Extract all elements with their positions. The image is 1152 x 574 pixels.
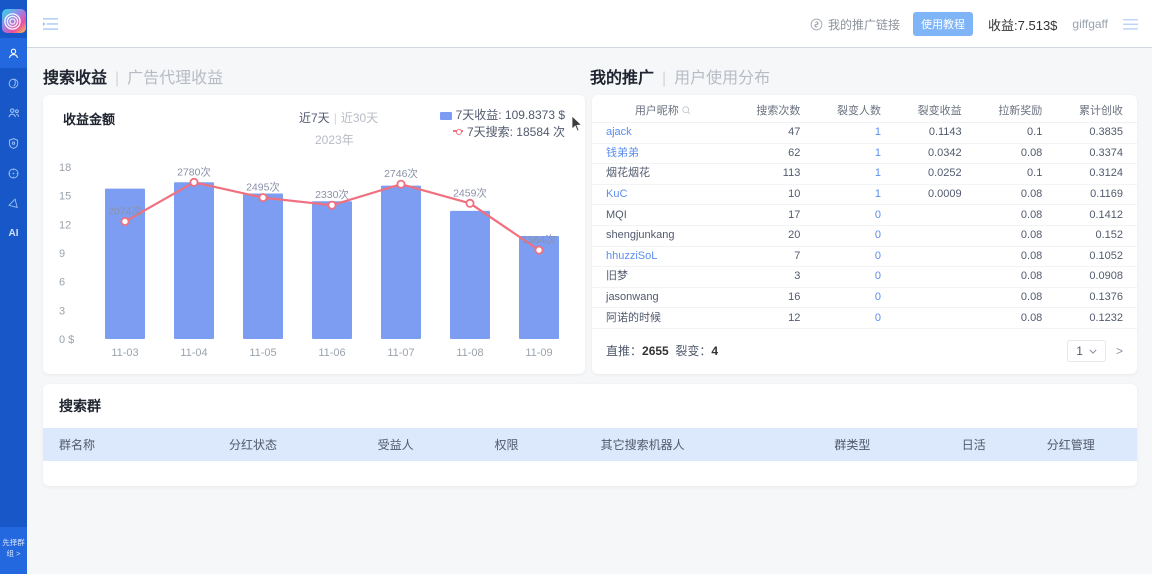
svg-text:2746次: 2746次 [384,167,418,180]
svg-text:15: 15 [59,191,71,203]
svg-text:6: 6 [59,277,65,289]
svg-text:11-05: 11-05 [249,347,276,359]
svg-text:2459次: 2459次 [453,186,487,199]
svg-text:2074次: 2074次 [108,205,142,218]
svg-text:11-07: 11-07 [387,347,414,359]
svg-text:11-09: 11-09 [525,347,552,359]
svg-text:11-04: 11-04 [180,347,207,359]
svg-text:11-06: 11-06 [318,347,345,359]
svg-text:18: 18 [59,162,71,174]
svg-text:12: 12 [59,219,71,231]
svg-text:9: 9 [59,248,65,260]
svg-text:11-03: 11-03 [111,347,138,359]
svg-text:11-08: 11-08 [456,347,483,359]
svg-text:0 $: 0 $ [59,334,74,346]
svg-text:1564次: 1564次 [522,233,556,246]
svg-text:2780次: 2780次 [177,165,211,178]
svg-text:2495次: 2495次 [246,181,280,194]
svg-text:2330次: 2330次 [315,188,349,201]
svg-text:3: 3 [59,305,65,317]
